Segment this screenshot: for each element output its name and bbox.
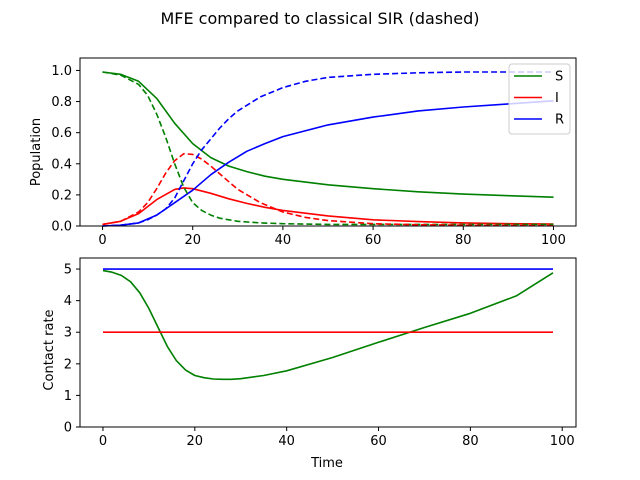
contact-rate-x-tick-label: 0: [99, 434, 107, 449]
population-chart: Population 0 20 40 60 80 100 0.0 0.2 0.4 0.6 0.8 1.…: [29, 57, 577, 248]
population-x-tick-label: 0: [98, 233, 106, 248]
contact-rate-x-tick-label: 60: [370, 434, 387, 449]
contact-rate-x-tick-label: 40: [278, 434, 295, 449]
population-x-tick-label: 80: [455, 233, 472, 248]
contact-rate-y-tick-label: 5: [64, 263, 72, 278]
population-y-tick-label: 0.2: [51, 188, 72, 203]
population-series-r-classical-dashed-line: [102, 71, 554, 227]
legend-label-i: I: [555, 91, 559, 106]
population-y-tick-label: 0.4: [51, 157, 72, 172]
population-series-i-line: [102, 187, 554, 226]
contact-rate-y-tick-label: 1: [64, 389, 72, 404]
population-series-s-classical-dashed-line: [102, 71, 554, 226]
contact-rate-y-tick-label: 4: [64, 294, 72, 309]
population-y-tick-label: 1.0: [51, 64, 72, 79]
population-y-tick-label: 0.6: [51, 126, 72, 141]
population-y-tick-label: 0.0: [51, 220, 72, 235]
contact-rate-chart: Contact rate Time 0 20 40 60 80 100 0 1 2 3 4 5: [42, 257, 577, 471]
population-series-i-classical-dashed-line: [102, 152, 554, 227]
population-x-tick-label: 20: [184, 233, 201, 248]
contact-rate-y-axis-label: Contact rate: [42, 309, 57, 390]
contact-rate-x-tick-label: 80: [462, 434, 479, 449]
contact-rate-series-s-line: [102, 269, 554, 381]
contact-rate-y-tick-label: 3: [64, 326, 72, 341]
contact-rate-x-tick-label: 20: [187, 434, 204, 449]
legend: SIR: [508, 63, 571, 135]
population-y-tick-label: 0.8: [51, 95, 72, 110]
legend-box: [508, 63, 571, 135]
population-y-axis-label: Population: [29, 118, 44, 186]
population-x-tick-label: 100: [541, 233, 566, 248]
contact-rate-x-tick-label: 100: [550, 434, 575, 449]
population-x-tick-label: 60: [365, 233, 382, 248]
legend-label-r: R: [555, 113, 564, 128]
population-plot-frame: [79, 57, 577, 227]
legend-label-s: S: [555, 70, 563, 85]
contact-rate-y-tick-label: 0: [64, 421, 72, 436]
contact-rate-plot-frame: [79, 257, 577, 428]
population-series-s-line: [102, 71, 554, 198]
contact-rate-y-tick-label: 2: [64, 357, 72, 372]
time-x-axis-label: Time: [310, 456, 343, 471]
population-x-tick-label: 40: [275, 233, 292, 248]
figure-title: MFE compared to classical SIR (dashed): [160, 9, 479, 28]
